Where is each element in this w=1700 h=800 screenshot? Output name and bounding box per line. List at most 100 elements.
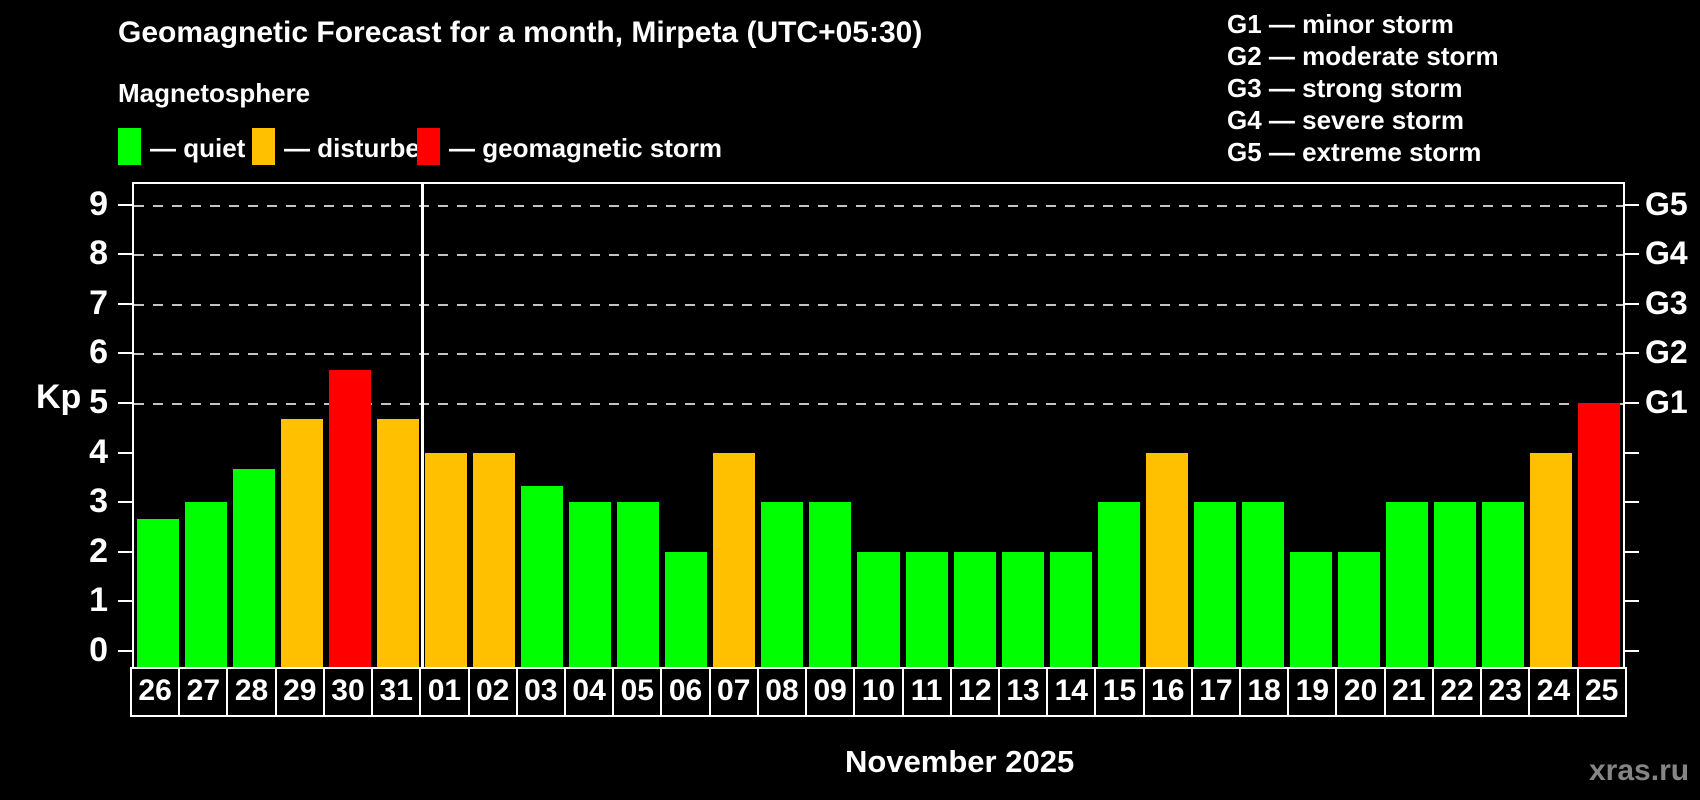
y-tick-left-9 bbox=[118, 203, 132, 206]
kp-bar-29 bbox=[281, 419, 324, 667]
day-label-11: 11 bbox=[901, 667, 952, 717]
y-tick-left-8 bbox=[118, 253, 132, 256]
kp-bar-10 bbox=[857, 551, 900, 667]
day-label-13: 13 bbox=[997, 667, 1049, 717]
disturbed-legend-swatch-icon bbox=[252, 128, 275, 165]
y-tick-right-4 bbox=[1625, 451, 1639, 454]
quiet-legend-swatch-icon bbox=[118, 128, 141, 165]
y-tick-label-6: 6 bbox=[89, 333, 108, 372]
kp-bar-05 bbox=[617, 502, 660, 667]
kp-bar-06 bbox=[665, 551, 708, 667]
kp-bar-23 bbox=[1481, 502, 1524, 667]
storm-legend-label: — geomagnetic storm bbox=[449, 133, 723, 163]
storm-scale-g2: G2 — moderate storm bbox=[1227, 41, 1499, 71]
kp-bar-27 bbox=[185, 502, 228, 667]
day-label-29: 29 bbox=[274, 667, 325, 717]
g-scale-label-g4: G4 bbox=[1645, 235, 1688, 272]
y-tick-right-5 bbox=[1625, 402, 1639, 404]
kp-bar-16 bbox=[1145, 452, 1188, 667]
kp-bar-20 bbox=[1337, 551, 1380, 667]
y-tick-label-5: 5 bbox=[89, 383, 108, 421]
day-label-25: 25 bbox=[1576, 667, 1627, 717]
day-label-08: 08 bbox=[756, 667, 808, 717]
kp-bar-21 bbox=[1385, 502, 1428, 667]
day-label-27: 27 bbox=[178, 667, 229, 717]
day-label-26: 26 bbox=[130, 667, 181, 717]
day-label-20: 20 bbox=[1335, 667, 1386, 717]
day-label-10: 10 bbox=[853, 667, 904, 717]
g-scale-label-g1: G1 bbox=[1645, 384, 1688, 420]
kp-bar-22 bbox=[1433, 502, 1476, 667]
kp-bar-12 bbox=[953, 551, 996, 667]
grid-line-kp9 bbox=[134, 204, 1623, 207]
grid-line-kp5 bbox=[134, 403, 1623, 405]
storm-scale-g3: G3 — strong storm bbox=[1227, 73, 1463, 103]
grid-line-kp6 bbox=[134, 353, 1623, 356]
y-tick-label-1: 1 bbox=[89, 581, 108, 620]
y-tick-left-5 bbox=[118, 402, 132, 404]
y-tick-left-3 bbox=[118, 501, 132, 504]
y-tick-left-1 bbox=[118, 600, 132, 603]
kp-bar-18 bbox=[1241, 502, 1284, 667]
grid-line-kp8 bbox=[134, 254, 1623, 257]
g-scale-label-g2: G2 bbox=[1645, 334, 1688, 371]
kp-bar-02 bbox=[473, 452, 516, 667]
y-tick-left-7 bbox=[118, 302, 132, 305]
y-tick-left-6 bbox=[118, 352, 132, 355]
storm-scale-legend: G1 — minor storm G2 — moderate storm G3 … bbox=[1227, 8, 1499, 168]
page-title: Geomagnetic Forecast for a month, Mirpet… bbox=[118, 16, 923, 49]
y-tick-right-7 bbox=[1625, 302, 1639, 305]
kp-bar-01 bbox=[425, 452, 468, 667]
y-tick-label-0: 0 bbox=[89, 631, 108, 669]
watermark: xras.ru bbox=[1589, 754, 1690, 787]
y-tick-right-8 bbox=[1625, 253, 1639, 256]
month-separator bbox=[420, 184, 424, 667]
day-label-01: 01 bbox=[419, 667, 470, 717]
kp-bar-17 bbox=[1193, 502, 1236, 667]
x-axis-day-labels: 26 27 28 29 30 31 01 02 03 04 05 06 07 08 09 10 11 12 13 14… bbox=[130, 667, 1627, 717]
y-tick-label-8: 8 bbox=[89, 234, 108, 273]
kp-bar-13 bbox=[1001, 551, 1044, 667]
y-tick-right-0 bbox=[1625, 650, 1639, 652]
kp-bar-11 bbox=[905, 551, 948, 667]
kp-bar-24 bbox=[1529, 452, 1572, 667]
day-label-05: 05 bbox=[612, 667, 663, 717]
y-tick-label-4: 4 bbox=[89, 432, 108, 471]
kp-bar-15 bbox=[1097, 502, 1140, 667]
day-label-06: 06 bbox=[660, 667, 711, 717]
y-tick-label-3: 3 bbox=[89, 482, 108, 521]
y-tick-right-3 bbox=[1625, 501, 1639, 504]
day-label-17: 17 bbox=[1190, 667, 1242, 717]
kp-bar-03 bbox=[521, 485, 564, 667]
kp-bar-25 bbox=[1577, 403, 1620, 667]
day-label-15: 15 bbox=[1094, 667, 1145, 717]
x-axis-month-label: November 2025 bbox=[845, 744, 1075, 779]
plot-area bbox=[132, 182, 1625, 669]
kp-bar-14 bbox=[1049, 551, 1092, 667]
day-label-31: 31 bbox=[371, 667, 422, 717]
kp-bar-28 bbox=[233, 468, 276, 667]
storm-scale-g4: G4 — severe storm bbox=[1227, 105, 1465, 135]
y-tick-right-6 bbox=[1625, 352, 1639, 355]
y-axis-title: Kp bbox=[36, 378, 82, 416]
day-label-18: 18 bbox=[1239, 667, 1290, 717]
y-tick-right-2 bbox=[1625, 550, 1639, 553]
day-label-12: 12 bbox=[949, 667, 1000, 717]
kp-bar-08 bbox=[761, 502, 804, 667]
chart-subtitle: Magnetosphere bbox=[118, 78, 311, 108]
y-tick-label-9: 9 bbox=[89, 184, 108, 223]
storm-legend-swatch-icon bbox=[417, 128, 440, 165]
y-tick-label-7: 7 bbox=[89, 283, 108, 322]
storm-scale-g5: G5 — extreme storm bbox=[1227, 137, 1482, 167]
day-label-16: 16 bbox=[1142, 667, 1193, 717]
kp-bar-19 bbox=[1289, 551, 1332, 667]
grid-line-kp7 bbox=[134, 303, 1623, 306]
kp-bar-04 bbox=[569, 502, 612, 667]
quiet-legend-label: — quiet bbox=[150, 133, 246, 163]
day-label-14: 14 bbox=[1046, 667, 1097, 717]
day-label-04: 04 bbox=[563, 667, 615, 717]
y-tick-left-0 bbox=[118, 650, 132, 652]
day-label-09: 09 bbox=[805, 667, 856, 717]
y-tick-left-4 bbox=[118, 451, 132, 454]
g-scale-label-g5: G5 bbox=[1645, 185, 1688, 222]
